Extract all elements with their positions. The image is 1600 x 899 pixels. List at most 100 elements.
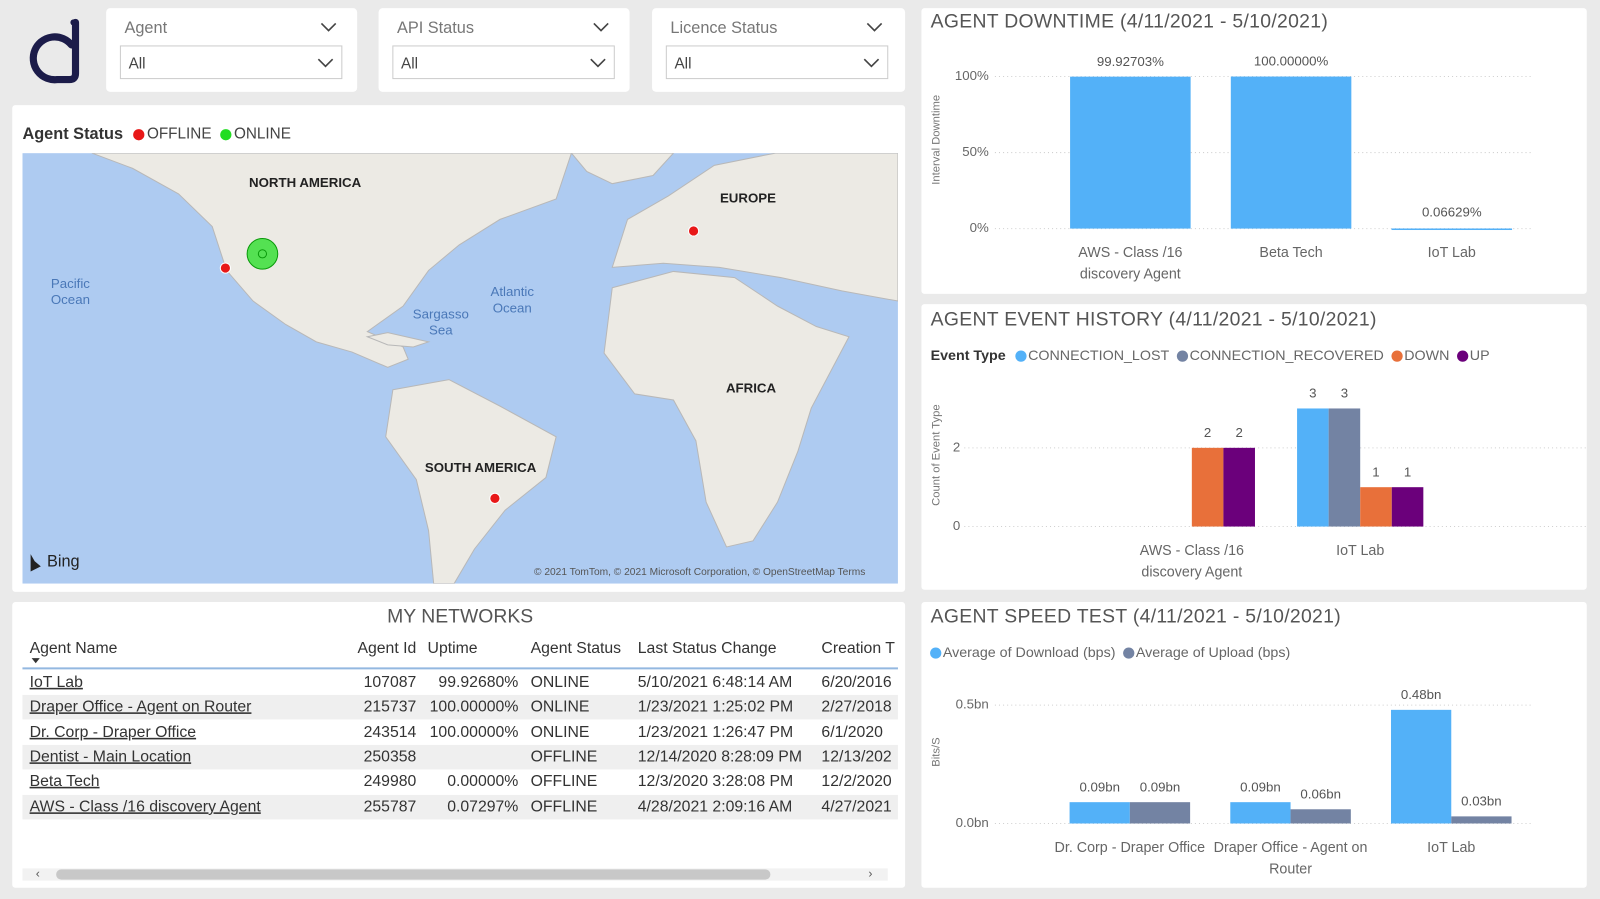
data-label: 0.03bn: [1461, 794, 1502, 809]
agent-link[interactable]: Draper Office - Agent on Router: [30, 698, 252, 715]
y-tick-label: 50%: [962, 144, 989, 159]
map-attribution[interactable]: © 2021 TomTom, © 2021 Microsoft Corporat…: [534, 567, 865, 578]
filter-toggle: [866, 22, 883, 32]
bar[interactable]: [1290, 809, 1351, 824]
ocean-label: Sargasso Sea: [412, 306, 469, 338]
agent-link[interactable]: AWS - Class /16 discovery Agent: [30, 798, 262, 815]
dropdown[interactable]: [665, 45, 889, 80]
dropdown[interactable]: [119, 45, 343, 80]
data-label: 0.06629%: [1422, 204, 1482, 219]
agent-point[interactable]: [489, 492, 501, 504]
x-tick-label: Beta Tech: [1259, 243, 1323, 261]
bar[interactable]: [1223, 447, 1255, 527]
x-tick-label: IoT Lab: [1336, 541, 1385, 559]
land: [91, 153, 898, 584]
row-band: [22, 694, 898, 720]
legend-label[interactable]: Average of Download (bps): [943, 645, 1116, 661]
legend-label[interactable]: CONNECTION_LOST: [1028, 348, 1169, 364]
table-cell: 6/1/2020: [821, 724, 883, 741]
table: Agent Name Agent Id Uptime Agent Status Last…: [22, 640, 898, 820]
column-header: Agent Status: [531, 640, 622, 657]
bar[interactable]: [1191, 447, 1224, 527]
data-label: 0.09bn: [1140, 779, 1181, 794]
continent-label: NORTH AMERICA: [249, 175, 362, 190]
data-label: 0.06bn: [1300, 786, 1341, 801]
agent-point[interactable]: [687, 225, 700, 237]
bar[interactable]: [1070, 76, 1191, 229]
x-tick-label: AWS - Class /16 discovery Agent: [1078, 243, 1183, 282]
map-provider: Bing: [47, 553, 80, 571]
table-cell: OFFLINE: [531, 773, 598, 790]
x-tick-label-box: IoT Lab: [1427, 838, 1476, 856]
continent-label: EUROPE: [720, 190, 776, 205]
legend-title: Event Type: [931, 348, 1006, 364]
table-cell: 249980: [364, 773, 417, 790]
legend-swatch: [1176, 350, 1189, 362]
bar[interactable]: [1391, 228, 1513, 231]
x-tick-label-box: AWS - Class /16 discovery Agent: [1078, 243, 1183, 282]
x-tick-label-box: Beta Tech: [1259, 243, 1323, 261]
legend-label: OFFLINE: [147, 126, 212, 143]
bar[interactable]: [1451, 816, 1512, 824]
scroll-left[interactable]: ‹: [36, 867, 40, 881]
dropdown-value: All: [129, 55, 146, 72]
x-tick-label: AWS - Class /16 discovery Agent: [1139, 541, 1244, 580]
table-cell: 99.92680%: [438, 674, 518, 691]
table-cell: 12/2/2020: [821, 773, 891, 790]
bar[interactable]: [1069, 802, 1130, 824]
x-tick-label: IoT Lab: [1427, 838, 1476, 856]
table-cell: 100.00000%: [430, 724, 519, 741]
sort-arrow[interactable]: [31, 658, 40, 664]
legend-label[interactable]: CONNECTION_RECOVERED: [1190, 348, 1384, 364]
column-header: Agent Id: [357, 640, 416, 657]
map-title: Agent Status: [22, 125, 123, 143]
agent-point[interactable]: [246, 238, 279, 270]
legend-label: ONLINE: [234, 126, 291, 143]
scroll-thumb[interactable]: [56, 869, 771, 880]
agent-point[interactable]: [219, 262, 232, 274]
legend-label[interactable]: DOWN: [1404, 348, 1449, 364]
x-tick-label-box: Dr. Corp - Draper Office: [1054, 838, 1206, 856]
table-cell: 215737: [364, 698, 417, 715]
data-label: 2: [1236, 425, 1243, 440]
continent-label: AFRICA: [726, 380, 776, 395]
ocean-label: Atlantic Ocean: [490, 283, 534, 316]
bar[interactable]: [1230, 802, 1291, 824]
legend-label[interactable]: UP: [1470, 348, 1490, 364]
legend-swatch: [1123, 647, 1135, 659]
agent-link[interactable]: Beta Tech: [30, 773, 100, 790]
table-cell: 2/27/2018: [821, 698, 891, 715]
bar[interactable]: [1391, 709, 1452, 824]
x-tick-label-box: Draper Office - Agent on Router: [1214, 839, 1368, 877]
x-tick-label: Dr. Corp - Draper Office: [1054, 838, 1206, 856]
agent-link[interactable]: Dentist - Main Location: [30, 748, 192, 765]
ocean-label-box: Sargasso Sea: [412, 306, 469, 338]
agent-link[interactable]: Dr. Corp - Draper Office: [30, 724, 197, 741]
legend-swatch: [133, 129, 145, 141]
map[interactable]: NORTH AMERICA EUROPE AFRICA SOUTH AMERICA Pa…: [22, 153, 898, 584]
bar[interactable]: [1391, 487, 1424, 527]
row-band: [22, 744, 898, 770]
y-tick-label: 0.0bn: [956, 815, 989, 830]
agent-link[interactable]: IoT Lab: [30, 674, 83, 691]
column-header: Creation T: [821, 640, 895, 657]
dropdown[interactable]: [392, 45, 615, 80]
bar[interactable]: [1360, 487, 1392, 527]
legend-swatch: [1015, 350, 1027, 362]
data-label: 3: [1341, 386, 1348, 401]
bar[interactable]: [1129, 802, 1191, 824]
data-label: 0.48bn: [1401, 687, 1442, 702]
table-cell: 0.07297%: [447, 798, 518, 815]
table-cell: 4/28/2021 2:09:16 AM: [638, 798, 793, 815]
bar[interactable]: [1328, 408, 1361, 527]
y-tick-label: 2: [953, 439, 960, 454]
legend-label[interactable]: Average of Upload (bps): [1136, 645, 1290, 661]
table-cell: 255787: [364, 798, 417, 815]
scroll-right[interactable]: ›: [868, 867, 872, 881]
bar[interactable]: [1297, 408, 1329, 527]
data-label: 3: [1309, 386, 1316, 401]
legend-swatch: [1391, 350, 1403, 362]
bar[interactable]: [1230, 76, 1352, 229]
filter-toggle: [593, 22, 609, 32]
